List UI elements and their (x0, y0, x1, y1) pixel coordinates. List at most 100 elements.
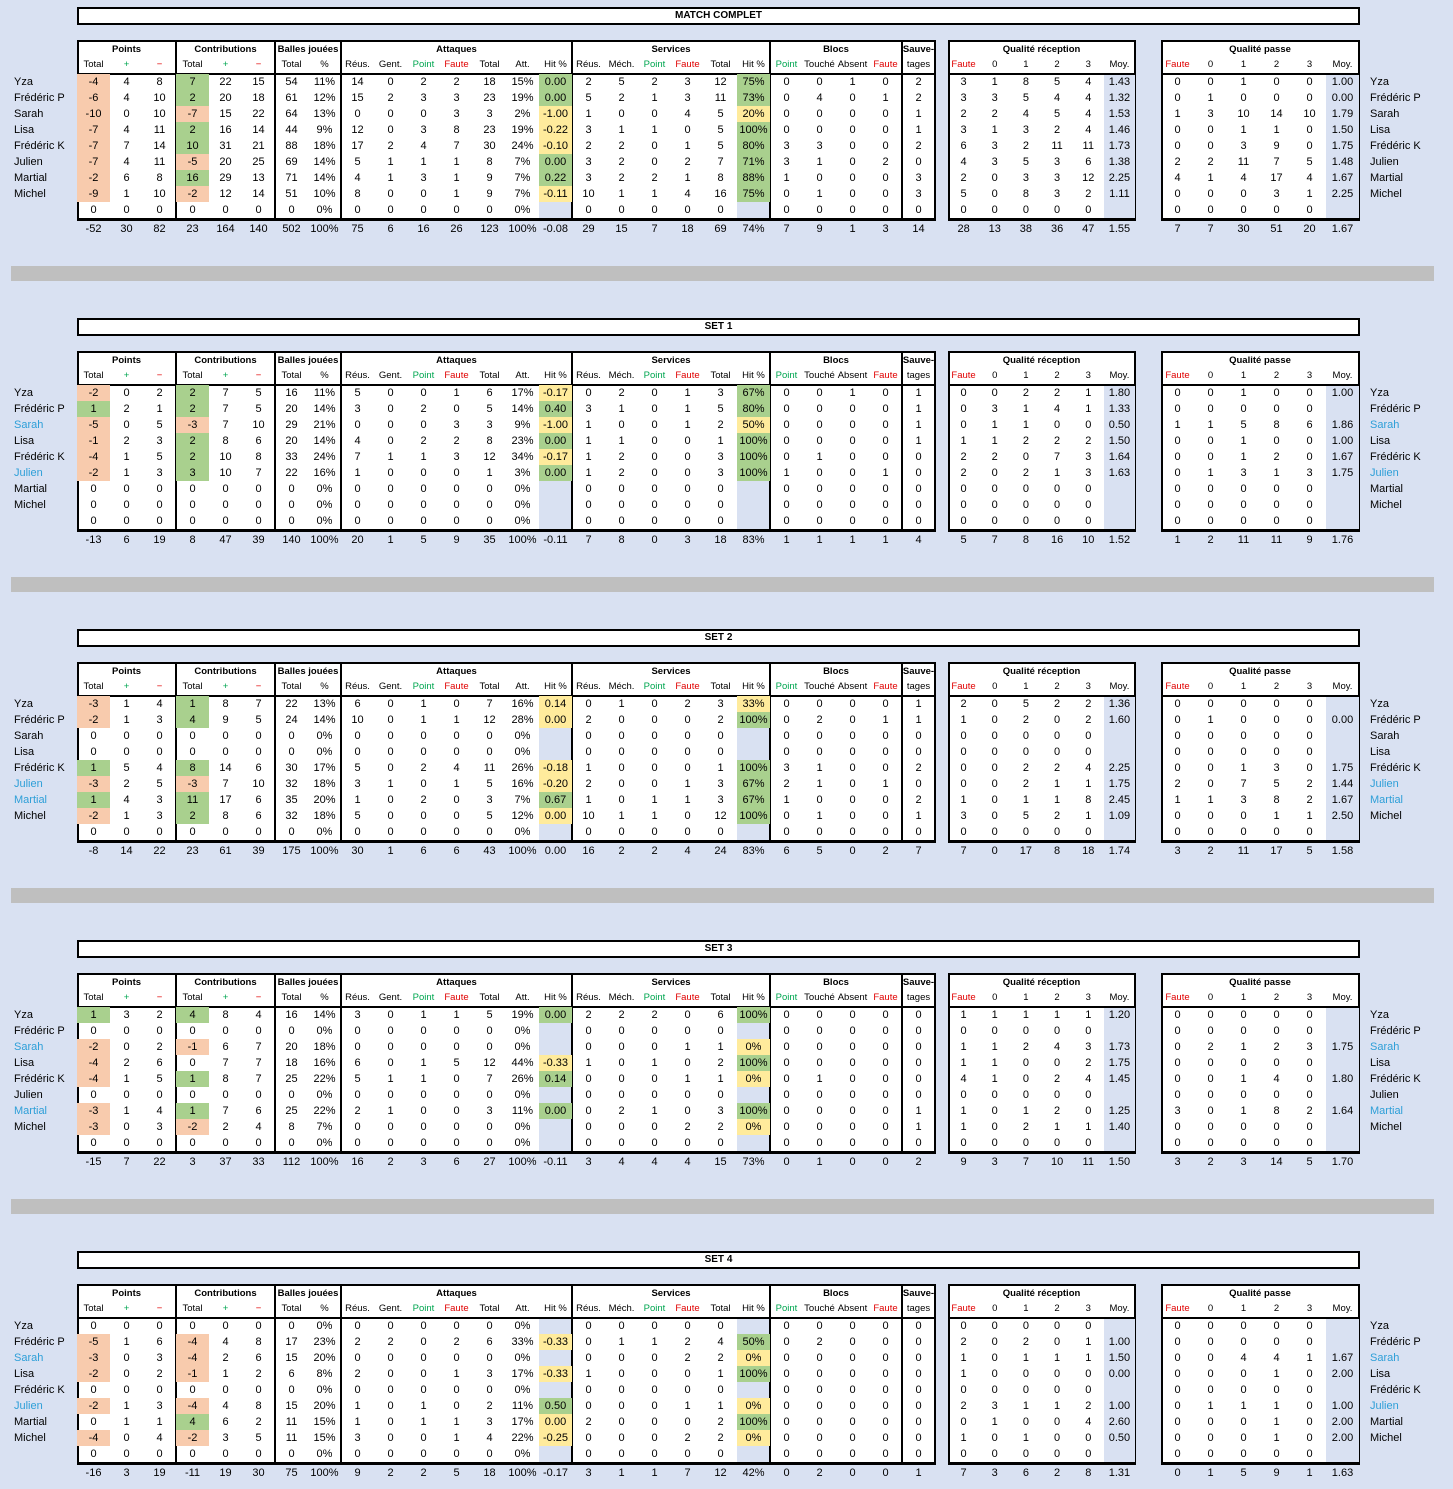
cell: 0 (1306, 1073, 1313, 1085)
player-name: Frédéric K (14, 140, 65, 152)
total-cell: 11 (1237, 534, 1250, 546)
cell: 0 (1273, 76, 1280, 88)
cell: 0 (288, 204, 295, 216)
cell: 0 (90, 1384, 97, 1396)
cell-fill (737, 1430, 770, 1446)
cell: 0 (387, 1057, 394, 1069)
group-header: Qualité passe (1229, 44, 1291, 55)
cell: 0 (420, 467, 427, 479)
cell: -0.20 (542, 778, 569, 790)
sub-header: − (255, 59, 262, 70)
total-cell: 100% (508, 223, 537, 235)
cell: 0 (1207, 762, 1214, 774)
cell: 0 (387, 76, 394, 88)
cell: 1 (420, 1416, 427, 1428)
cell: 0 (651, 698, 658, 710)
cell: 0.40 (544, 403, 567, 415)
cell: 0 (882, 1320, 889, 1332)
sub-header: Réus. (345, 681, 370, 692)
cell: 1 (882, 92, 889, 104)
cell: 0 (816, 387, 823, 399)
cell: 0 (255, 730, 262, 742)
cell: 2 (960, 1400, 967, 1412)
sub-header: Moy. (1332, 1303, 1353, 1314)
cell: 0 (991, 204, 998, 216)
cell: 3 (1085, 451, 1092, 463)
total-cell: 1.58 (1331, 845, 1354, 857)
cell: 2 (915, 762, 922, 774)
cell: 0 (1174, 451, 1181, 463)
cell: 0 (1273, 1448, 1280, 1460)
cell: 1 (123, 1400, 130, 1412)
cell: 1 (1240, 1400, 1247, 1412)
cell: 3% (514, 467, 531, 479)
cell: 1 (960, 435, 967, 447)
cell: 2 (354, 1105, 361, 1117)
player-name-right: Frédéric K (1370, 451, 1421, 463)
cell: 10 (252, 419, 265, 431)
cell: 0 (1240, 1009, 1247, 1021)
cell: 1 (1273, 1400, 1280, 1412)
cell-fill (539, 712, 572, 728)
cell: 0 (651, 156, 658, 168)
tinted-column (1326, 696, 1359, 840)
total-cell: 16 (582, 845, 595, 857)
sub-header: Total (83, 370, 104, 381)
cell: 0 (1240, 698, 1247, 710)
cell: 0 (849, 467, 856, 479)
cell: 0 (816, 1009, 823, 1021)
cell: 0 (882, 204, 889, 216)
cell: 0 (288, 1320, 295, 1332)
cell: 0 (90, 1448, 97, 1460)
sub-header: Réus. (576, 681, 601, 692)
cell: 1 (618, 1336, 625, 1348)
player-name: Julien (14, 1400, 43, 1412)
cell: 0 (486, 730, 493, 742)
cell: 0 (783, 188, 790, 200)
cell: 3 (156, 794, 163, 806)
cell: 2 (420, 762, 427, 774)
total-cell: 1 (816, 1156, 823, 1168)
cell: 7 (255, 1041, 262, 1053)
cell: 10 (219, 467, 232, 479)
group-header: Qualité réception (1002, 355, 1081, 366)
cell: 0 (387, 1416, 394, 1428)
cell: 0 (960, 762, 967, 774)
cell: 0 (1240, 1368, 1247, 1380)
cell: 7 (1054, 451, 1061, 463)
total-cell: 38 (1019, 223, 1033, 235)
total-rule (1161, 1153, 1360, 1154)
player-name: Yza (14, 1009, 33, 1021)
total-cell: 3 (1174, 845, 1181, 857)
cell: -4 (187, 1352, 198, 1364)
cell: 17% (511, 1368, 534, 1380)
cell: 20 (285, 403, 298, 415)
group-divider (571, 40, 573, 220)
cell: 0 (882, 1336, 889, 1348)
sub-header: Réus. (576, 1303, 601, 1314)
cell: 14 (219, 762, 232, 774)
cell: 4 (453, 762, 460, 774)
cell: -0.22 (542, 124, 569, 136)
cell: 0 (123, 1041, 130, 1053)
cell: 7 (486, 1073, 493, 1085)
cell: 0 (288, 515, 295, 527)
group-divider (340, 1284, 342, 1464)
cell: 0 (453, 1384, 460, 1396)
cell-fill (77, 186, 110, 202)
cell: 0.50 (1108, 419, 1131, 431)
total-cell: 6 (1022, 1467, 1029, 1479)
cell: 0 (420, 1432, 427, 1444)
sub-header: Faute (951, 370, 976, 381)
cell: 0 (354, 1384, 361, 1396)
group-header: Balles jouées (277, 1288, 339, 1299)
sub-header: Point (643, 992, 666, 1003)
cell: 5 (486, 403, 493, 415)
sub-header: Att. (515, 370, 530, 381)
cell: 1 (991, 1057, 998, 1069)
cell: 2 (816, 1336, 823, 1348)
cell: 3 (783, 156, 790, 168)
cell-fill (539, 792, 572, 808)
cell: 0 (1054, 483, 1061, 495)
sub-header: Total (83, 681, 104, 692)
